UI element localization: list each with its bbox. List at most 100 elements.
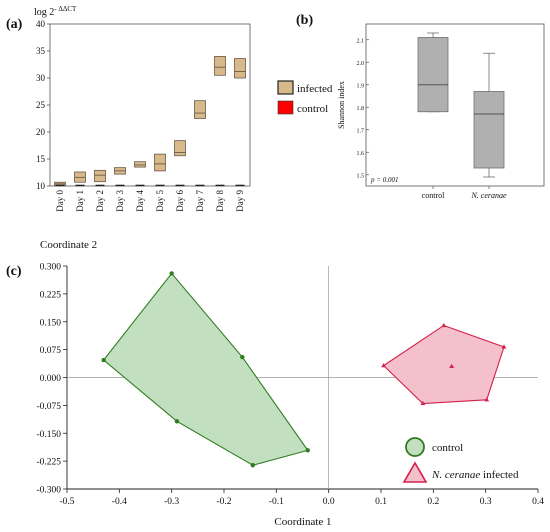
panel-a-ytick-label: 35 xyxy=(36,46,46,56)
panel-label-b: (b) xyxy=(296,13,313,28)
centroid-infected xyxy=(449,363,455,368)
panel-b-ytick-label: 2.1 xyxy=(357,38,365,44)
panel-b-p-value: p = 0.001 xyxy=(370,176,398,184)
panel-c-ytick-label: -0.300 xyxy=(36,486,61,496)
panel-a-xtick-label: Day 8 xyxy=(215,190,225,212)
panel-label-c: (c) xyxy=(6,264,22,279)
point-infected xyxy=(501,344,507,349)
panel-c-ytick-label: 0.150 xyxy=(40,318,62,328)
panel-c-ytick-label: -0.225 xyxy=(36,458,61,468)
panel-c-ytick-label: 0.075 xyxy=(40,346,62,356)
panel-b-x-axis: control N. ceranae xyxy=(422,186,507,200)
panel-c-xtick-label: -0.5 xyxy=(59,497,74,507)
box-control xyxy=(417,37,449,113)
panel-b-ytick-label: 2.0 xyxy=(357,61,365,67)
box-infected xyxy=(234,58,246,79)
panel-c-xtick-label: -0.4 xyxy=(112,497,127,507)
panel-a-ytick-label: 15 xyxy=(36,154,46,164)
panel-c-xtick-label: -0.2 xyxy=(216,497,231,507)
panel-a-ytick-label: 20 xyxy=(36,127,46,137)
point-control xyxy=(240,354,245,360)
panel-b-ytick-label: 1.5 xyxy=(357,173,365,179)
panel-b-xtick-label: control xyxy=(422,191,445,200)
legend-label-control: control xyxy=(297,103,328,115)
legend-swatch-control xyxy=(277,100,294,115)
point-infected xyxy=(381,363,387,368)
panel-b-plot-frame xyxy=(365,23,545,187)
hull-infected xyxy=(382,324,505,405)
panel-c-ytick-label: 0.225 xyxy=(40,290,62,300)
panel-a-y-axis: 10 15 20 25 30 35 40 xyxy=(36,19,50,191)
legend-label-infected-word: infected xyxy=(483,469,519,481)
point-infected xyxy=(484,397,490,402)
panel-b-ytick-label: 1.7 xyxy=(357,128,365,134)
panel-a-xtick-label: Day 0 xyxy=(55,190,65,212)
panel-c-ytick-label: -0.075 xyxy=(36,402,61,412)
panel-c-points xyxy=(101,271,507,468)
panel-b-y-axis: 1.5 1.6 1.7 1.8 1.9 2.0 2.1 xyxy=(357,38,369,179)
box-n-ceranae xyxy=(473,91,505,169)
panel-a-legend: infected control xyxy=(277,80,333,115)
panel-a-ytick-label: 30 xyxy=(36,73,46,83)
legend-swatch-infected xyxy=(277,80,294,95)
panel-a-x-axis: Day 0 Day 1 Day 2 Day 3 Day 4 Day 5 Day 6 Day 7… xyxy=(55,190,245,212)
panel-c-hulls xyxy=(102,272,505,466)
panel-b-ytick-label: 1.9 xyxy=(357,83,365,89)
hull-control xyxy=(102,272,309,466)
panel-c-xtick-label: 0.4 xyxy=(532,497,544,507)
panel-a-xtick-label: Day 5 xyxy=(155,190,165,212)
point-control xyxy=(101,357,106,363)
panel-b-xtick-label: N. ceranae xyxy=(470,191,507,200)
panel-c-xtick-label: 0.1 xyxy=(375,497,387,507)
panel-c-ylabel: Coordinate 2 xyxy=(40,239,97,251)
panel-b-boxes xyxy=(417,32,505,178)
point-control xyxy=(174,419,180,424)
legend-marker-control xyxy=(405,437,425,457)
legend-label-infected-species: N. ceranae xyxy=(431,469,480,481)
panel-a-xtick-label: Day 6 xyxy=(175,190,185,212)
legend-label-control-c: control xyxy=(432,442,463,454)
panel-c-xtick-label: 0.2 xyxy=(427,497,439,507)
panel-c-axes: -0.5 -0.4 -0.3 -0.2 -0.1 0.0 0.1 0.2 0.3 0.4 0.300… xyxy=(36,263,544,508)
panel-a-ylabel-base: log 2 xyxy=(34,7,54,18)
panel-a-plot-frame xyxy=(49,23,251,187)
panel-a-xtick-label: Day 9 xyxy=(235,190,245,212)
panel-a-ytick-label: 40 xyxy=(36,19,46,29)
point-control xyxy=(169,271,174,276)
box-infected xyxy=(154,153,166,172)
panel-c-xtick-label: 0.3 xyxy=(480,497,492,507)
panel-b-ylabel: Shannon index xyxy=(337,81,346,129)
panel-label-a: (a) xyxy=(6,17,23,32)
panel-c-xtick-label: -0.1 xyxy=(269,497,284,507)
legend-label-infected: infected xyxy=(297,83,333,95)
panel-a-ytick-label: 25 xyxy=(36,100,46,110)
point-infected xyxy=(441,322,447,328)
panel-c-ytick-label: -0.150 xyxy=(36,430,61,440)
point-control xyxy=(305,448,310,453)
panel-a-ylabel: log 2- ΔΔCT xyxy=(34,5,77,18)
point-control xyxy=(250,463,255,468)
panel-a-chart: log 2- ΔΔCT 10 15 20 25 30 35 40 Day 0 Day 1 Day… xyxy=(34,5,333,212)
legend-marker-infected xyxy=(402,461,428,483)
box-infected xyxy=(214,56,226,76)
panel-a-ytick-label: 10 xyxy=(36,181,46,191)
legend-label-infected-c: N. ceranae infected xyxy=(431,469,519,481)
point-infected xyxy=(420,400,426,406)
panel-a-xtick-label: Day 2 xyxy=(95,190,105,212)
box-infected xyxy=(194,100,206,119)
panel-a-boxes xyxy=(54,56,246,187)
panel-c-ytick-label: 0.000 xyxy=(40,374,62,384)
box-infected xyxy=(134,161,146,168)
box-infected xyxy=(94,169,106,183)
panel-a-xtick-label: Day 1 xyxy=(75,190,85,212)
panel-c-legend: control N. ceranae infected xyxy=(402,437,519,483)
panel-b-ytick-label: 1.8 xyxy=(357,106,365,112)
panel-c-chart: Coordinate 2 Coordinate 1 -0.5 -0.4 -0.3 -0… xyxy=(36,239,544,528)
panel-a-xtick-label: Day 7 xyxy=(195,190,205,212)
panel-a-xtick-label: Day 4 xyxy=(135,190,145,212)
panel-a-ylabel-exp: - ΔΔCT xyxy=(54,5,77,13)
panel-c-xtick-label: -0.3 xyxy=(164,497,179,507)
box-infected xyxy=(174,140,186,157)
panel-c-xlabel: Coordinate 1 xyxy=(274,516,331,528)
